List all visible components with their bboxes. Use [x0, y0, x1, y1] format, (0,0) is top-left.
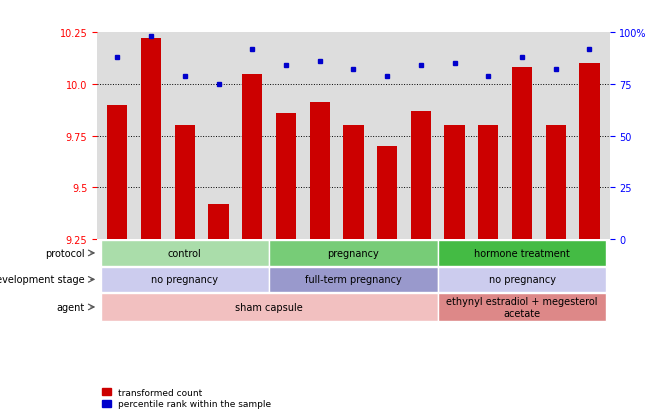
Bar — [444, 126, 465, 240]
Bar — [269, 240, 438, 266]
Text: pregnancy: pregnancy — [328, 248, 379, 258]
Bar — [175, 126, 195, 240]
Bar — [438, 240, 606, 266]
Bar — [411, 112, 431, 240]
Bar — [438, 293, 606, 322]
Bar — [545, 126, 566, 240]
Text: full-term pregnancy: full-term pregnancy — [305, 275, 402, 285]
Text: no pregnancy: no pregnancy — [488, 275, 555, 285]
Bar — [580, 64, 600, 240]
Bar — [208, 204, 228, 240]
Bar — [141, 39, 161, 240]
Text: hormone treatment: hormone treatment — [474, 248, 570, 258]
Bar — [310, 103, 330, 240]
Bar — [343, 126, 364, 240]
Bar — [478, 126, 498, 240]
Text: no pregnancy: no pregnancy — [151, 275, 218, 285]
Text: ethynyl estradiol + megesterol
acetate: ethynyl estradiol + megesterol acetate — [446, 297, 598, 318]
Bar — [512, 68, 532, 240]
Bar — [100, 240, 269, 266]
Text: agent: agent — [56, 302, 84, 312]
Bar — [100, 293, 438, 322]
Text: sham capsule: sham capsule — [235, 302, 303, 312]
Bar — [438, 268, 606, 292]
Text: development stage: development stage — [0, 275, 84, 285]
Text: control: control — [168, 248, 202, 258]
Bar — [242, 74, 263, 240]
Bar — [100, 268, 269, 292]
Legend: transformed count, percentile rank within the sample: transformed count, percentile rank withi… — [102, 388, 271, 408]
Text: protocol: protocol — [45, 248, 84, 258]
Bar — [269, 268, 438, 292]
Bar — [377, 147, 397, 240]
Bar — [107, 105, 127, 240]
Bar — [276, 114, 296, 240]
